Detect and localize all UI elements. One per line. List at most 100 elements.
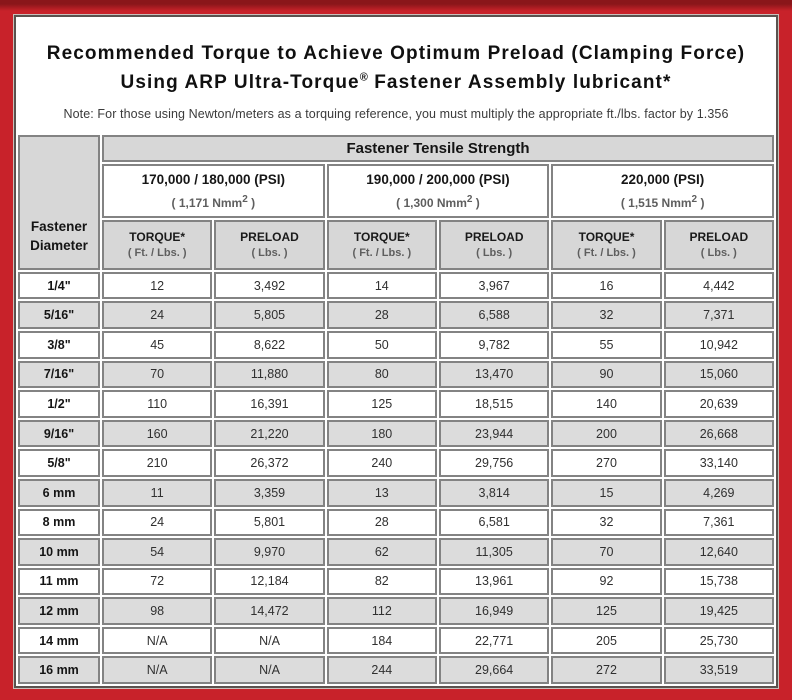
preload-value-cell: 13,470 (438, 360, 550, 389)
torque-value-cell: 80 (326, 360, 437, 389)
header-area: Recommended Torque to Achieve Optimum Pr… (16, 17, 776, 121)
tensile-strength-header: Fastener Tensile Strength (102, 134, 774, 162)
preload-value-cell: 5,805 (214, 301, 325, 330)
torque-label: TORQUE* (129, 230, 186, 245)
torque-value-cell: 50 (326, 331, 437, 359)
table-row: 6 mm 11 3,359 13 3,814 15 4,269 (18, 478, 774, 507)
preload-value-cell: 9,970 (214, 538, 325, 566)
torque-value-cell: 32 (551, 301, 662, 330)
torque-value-cell: 15 (551, 478, 662, 507)
torque-value-cell: 272 (551, 656, 662, 684)
preload-value-cell: 4,442 (663, 271, 774, 300)
nmm-close: ) (472, 195, 480, 210)
torque-value-cell: 24 (102, 301, 213, 330)
nmm-value: ( 1,515 Nmm2 ) (555, 194, 770, 210)
title-line1: Recommended Torque to Achieve Optimum Pr… (46, 43, 746, 64)
torque-value-cell: 110 (102, 390, 213, 418)
table-body: 1/4" 12 3,492 14 3,967 16 4,442 5/16" 24 5,805 28 6… (18, 271, 774, 684)
psi-value: 190,000 / 200,000 (PSI) (366, 171, 510, 187)
preload-header-1: PRELOAD ( Lbs. ) (214, 219, 325, 270)
preload-value-cell: 20,639 (663, 390, 774, 418)
torque-header-1: TORQUE* ( Ft. / Lbs. ) (102, 219, 213, 270)
torque-value-cell: 205 (551, 626, 662, 655)
table-row: 9/16" 160 21,220 180 23,944 200 26,668 (18, 419, 774, 448)
torque-value-cell: 112 (326, 597, 437, 625)
nmm-value: ( 1,300 Nmm2 ) (331, 194, 546, 210)
corner-line1: Fastener (30, 219, 88, 235)
preload-value-cell: 22,771 (438, 626, 550, 655)
preload-value-cell: 19,425 (663, 597, 774, 625)
table-row: 14 mm N/A N/A 184 22,771 205 25,730 (18, 626, 774, 655)
torque-preload-table: Fastener Diameter Fastener Tensile Stren… (16, 133, 776, 686)
table-row: 10 mm 54 9,970 62 11,305 70 12,640 (18, 538, 774, 566)
diameter-cell: 10 mm (18, 538, 100, 566)
preload-value-cell: 8,622 (214, 331, 325, 359)
diameter-cell: 14 mm (18, 626, 100, 655)
preload-value-cell: 3,814 (438, 478, 550, 507)
psi-header-190-200: 190,000 / 200,000 (PSI) ( 1,300 Nmm2 ) (326, 163, 550, 218)
torque-value-cell: 14 (326, 271, 437, 300)
preload-label: PRELOAD (240, 230, 299, 245)
torque-value-cell: 45 (102, 331, 213, 359)
torque-label: TORQUE* (353, 230, 410, 245)
preload-value-cell: 13,961 (438, 567, 550, 596)
table-row: 8 mm 24 5,801 28 6,581 32 7,361 (18, 508, 774, 537)
torque-value-cell: 55 (551, 331, 662, 359)
psi-value: 220,000 (PSI) (621, 171, 705, 187)
torque-value-cell: 62 (326, 538, 437, 566)
corner-line2: Diameter (30, 237, 88, 253)
torque-preload-header-row: TORQUE* ( Ft. / Lbs. ) PRELOAD ( Lbs. ) … (18, 219, 774, 270)
torque-header-2: TORQUE* ( Ft. / Lbs. ) (326, 219, 437, 270)
nmm-sup: 2 (242, 193, 248, 205)
torque-value-cell: 125 (326, 390, 437, 418)
preload-value-cell: 6,588 (438, 301, 550, 330)
page-title: Recommended Torque to Achieve Optimum Pr… (26, 39, 766, 98)
preload-value-cell: 7,371 (663, 301, 774, 330)
preload-value-cell: 26,668 (663, 419, 774, 448)
torque-value-cell: 32 (551, 508, 662, 537)
torque-value-cell: N/A (102, 626, 213, 655)
torque-value-cell: 92 (551, 567, 662, 596)
torque-value-cell: 54 (102, 538, 213, 566)
torque-value-cell: 11 (102, 478, 213, 507)
torque-value-cell: 270 (551, 449, 662, 477)
nmm-text: ( 1,300 Nmm (396, 195, 467, 210)
preload-header-3: PRELOAD ( Lbs. ) (663, 219, 774, 270)
psi-header-row: 170,000 / 180,000 (PSI) ( 1,171 Nmm2 ) 1… (18, 163, 774, 218)
torque-value-cell: 160 (102, 419, 213, 448)
diameter-cell: 5/8" (18, 449, 100, 477)
preload-value-cell: 29,664 (438, 656, 550, 684)
table-row: 5/16" 24 5,805 28 6,588 32 7,371 (18, 301, 774, 330)
nmm-text: ( 1,515 Nmm (620, 195, 692, 210)
preload-value-cell: 16,949 (438, 597, 550, 625)
preload-value-cell: 26,372 (214, 449, 325, 477)
preload-value-cell: 11,305 (438, 538, 550, 566)
torque-value-cell: 98 (102, 597, 213, 625)
torque-value-cell: 70 (551, 538, 662, 566)
title-line2: Using ARP Ultra-Torque® Fastener Assembl… (26, 68, 766, 97)
torque-value-cell: 184 (326, 626, 437, 655)
table-row: 16 mm N/A N/A 244 29,664 272 33,519 (18, 656, 774, 684)
preload-value-cell: 23,944 (438, 419, 550, 448)
torque-value-cell: 28 (326, 508, 437, 537)
preload-label: PRELOAD (464, 230, 524, 245)
torque-value-cell: 244 (326, 656, 437, 684)
preload-value-cell: 16,391 (214, 390, 325, 418)
torque-value-cell: 200 (551, 419, 662, 448)
group-header-row: Fastener Diameter Fastener Tensile Stren… (18, 134, 774, 270)
psi-value: 170,000 / 180,000 (PSI) (141, 171, 285, 187)
diameter-cell: 9/16" (18, 419, 100, 448)
psi-header-220: 220,000 (PSI) ( 1,515 Nmm2 ) (551, 163, 774, 218)
preload-value-cell: N/A (214, 656, 325, 684)
torque-unit: ( Ft. / Lbs. ) (127, 247, 187, 260)
preload-value-cell: N/A (214, 626, 325, 655)
nmm-sup: 2 (466, 193, 473, 205)
table-row: 1/4" 12 3,492 14 3,967 16 4,442 (18, 271, 774, 300)
torque-value-cell: 70 (102, 360, 213, 389)
nmm-close: ) (697, 195, 705, 210)
torque-value-cell: 16 (551, 271, 662, 300)
preload-unit: ( Lbs. ) (700, 247, 737, 260)
torque-value-cell: 210 (102, 449, 213, 477)
preload-value-cell: 21,220 (214, 419, 325, 448)
